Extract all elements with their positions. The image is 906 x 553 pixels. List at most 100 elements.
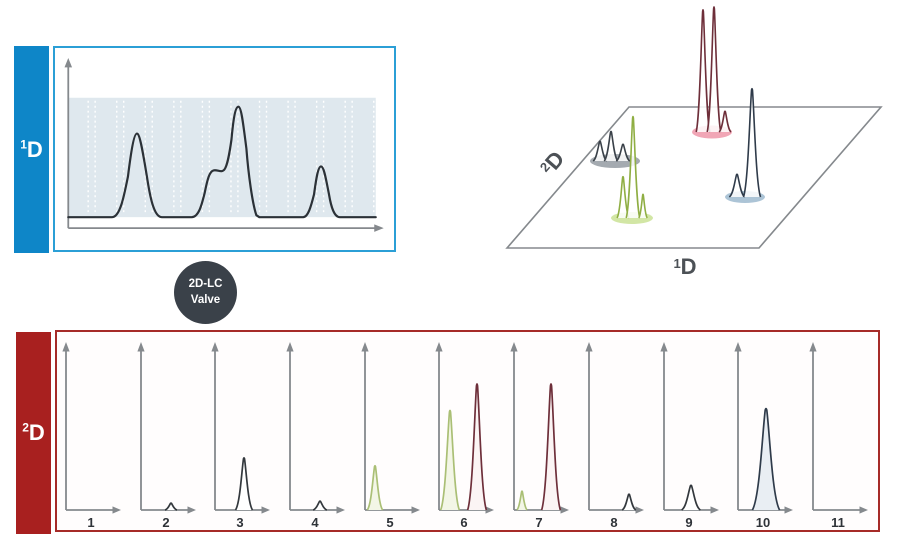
dark-peak — [164, 502, 177, 511]
fraction-chromatogram-8: 8 — [585, 342, 644, 529]
panel-number: 11 — [831, 515, 845, 529]
green-cluster-peak — [625, 115, 641, 219]
panel-x-axis-arrow — [635, 506, 644, 514]
panel-x-axis-arrow — [710, 506, 719, 514]
fraction-panel-4: 4 — [281, 332, 356, 529]
panel-number: 9 — [685, 515, 692, 529]
panel-x-axis-arrow — [784, 506, 794, 514]
fraction-panel-9: 9 — [655, 332, 730, 529]
gray-cluster-peak — [615, 143, 631, 162]
panel-x-axis-arrow — [859, 506, 868, 514]
maroon-peak — [467, 383, 488, 511]
blue-cluster-peak — [742, 87, 762, 198]
second-dimension-superscript: 2 — [22, 420, 29, 435]
green-cluster-peak — [616, 175, 630, 219]
fraction-panels-row: 1 2 3 4 5 6 7 8 9 10 11 — [57, 332, 878, 530]
fraction-chromatogram-9: 9 — [659, 342, 719, 529]
panel-y-axis-arrow — [809, 342, 817, 352]
navy-peak — [751, 407, 781, 511]
fraction-panel-8: 8 — [580, 332, 655, 529]
fraction-chromatogram-6: 6 — [435, 342, 495, 529]
pink-cluster-peak — [718, 110, 732, 133]
panel-y-axis-arrow — [585, 342, 593, 352]
blue-cluster-peak — [728, 173, 746, 198]
panel-y-axis-arrow — [211, 342, 219, 352]
second-dimension-bar: 2D — [16, 332, 51, 534]
panel-number: 7 — [536, 515, 543, 529]
cluster-blue — [725, 87, 765, 203]
x-axis-arrow — [374, 224, 384, 232]
valve-label-line2: Valve — [190, 293, 221, 306]
fraction-chromatogram-3: 3 — [211, 342, 271, 529]
green-peak — [516, 490, 528, 511]
panel-number: 2 — [162, 515, 169, 529]
first-dimension-bar: 1D — [14, 46, 49, 253]
panel-y-axis-arrow — [510, 342, 518, 352]
panel-x-axis-arrow — [336, 506, 346, 514]
fraction-chromatogram-5: 5 — [361, 342, 420, 529]
fraction-chromatogram-1: 1 — [62, 342, 121, 529]
y-axis-arrow — [64, 57, 73, 68]
panel-x-axis-arrow — [411, 506, 420, 514]
plane-x-axis-label: 1D — [673, 254, 696, 279]
panel-y-axis-arrow — [659, 342, 668, 352]
dark-peak — [680, 484, 701, 511]
panel-y-axis-arrow — [137, 342, 145, 352]
green-peak — [366, 464, 384, 511]
panel-y-axis-arrow — [435, 342, 444, 352]
panel-y-axis-arrow — [62, 342, 70, 352]
dark-peak — [312, 500, 328, 511]
panel-x-axis-arrow — [187, 506, 196, 514]
panel-x-axis-arrow — [112, 506, 121, 514]
separation-plane: 2D 1D — [505, 6, 883, 279]
second-dimension-panels-box: 1 2 3 4 5 6 7 8 9 10 11 — [55, 330, 880, 532]
valve-label-line1: 2D-LC — [188, 277, 223, 290]
fraction-panel-6: 6 — [430, 332, 505, 529]
fraction-panel-11: 11 — [804, 332, 879, 529]
fraction-panel-5: 5 — [356, 332, 431, 529]
fraction-chromatogram-11: 11 — [809, 342, 868, 529]
chromatogram-curve — [67, 105, 377, 219]
panel-number: 1 — [87, 515, 94, 529]
first-dimension-chromatogram-box — [53, 46, 396, 252]
green-cluster-peak — [638, 193, 648, 219]
sampling-band — [68, 97, 376, 218]
fraction-panel-10: 10 — [729, 332, 804, 529]
panel-y-axis-arrow — [734, 342, 742, 352]
panel-x-axis-arrow — [485, 506, 495, 514]
first-dimension-label: 1D — [20, 136, 43, 162]
panel-number: 6 — [461, 515, 468, 529]
gray-cluster-peak — [603, 130, 619, 162]
panel-number: 10 — [756, 515, 770, 529]
second-dimension-label: 2D — [22, 420, 45, 445]
panel-y-axis-arrow — [361, 342, 369, 352]
panel-number: 4 — [311, 515, 319, 529]
first-dimension-chromatogram — [64, 57, 384, 232]
panel-x-axis-arrow — [560, 506, 570, 514]
dark-peak — [621, 493, 637, 511]
panel-number: 8 — [610, 515, 617, 529]
green-peak — [440, 409, 461, 511]
pink-cluster-peak — [706, 6, 722, 133]
cluster-pink — [692, 6, 732, 139]
cluster-gray — [590, 130, 640, 168]
2d-lc-valve-badge: 2D-LC Valve — [174, 261, 237, 324]
fraction-chromatogram-7: 7 — [510, 342, 570, 529]
cluster-green — [611, 115, 653, 224]
dark-peak — [235, 456, 254, 511]
fraction-panel-1: 1 — [57, 332, 132, 529]
panel-y-axis-arrow — [286, 342, 294, 352]
fraction-panel-2: 2 — [132, 332, 207, 529]
fraction-chromatogram-2: 2 — [137, 342, 196, 529]
panel-number: 3 — [237, 515, 244, 529]
panel-number: 5 — [386, 515, 393, 529]
pink-cluster-peak — [695, 9, 711, 133]
fraction-panel-3: 3 — [206, 332, 281, 529]
fraction-chromatogram-10: 10 — [734, 342, 794, 529]
plane-y-axis-label: 2D — [535, 146, 569, 180]
panel-x-axis-arrow — [261, 506, 271, 514]
fraction-chromatogram-4: 4 — [286, 342, 346, 529]
plane-clusters — [590, 6, 765, 224]
first-dimension-superscript: 1 — [20, 137, 27, 152]
